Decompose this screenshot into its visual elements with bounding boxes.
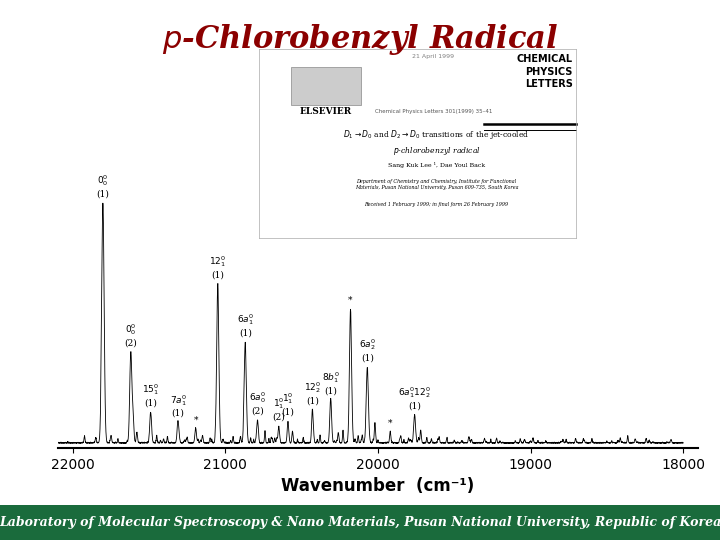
Text: $15^0_1$
(1): $15^0_1$ (1) bbox=[142, 382, 159, 408]
Text: $6a^0_2$
(1): $6a^0_2$ (1) bbox=[359, 337, 376, 362]
Text: *: * bbox=[194, 415, 198, 424]
Text: Received 1 February 1999; in final form 26 February 1999: Received 1 February 1999; in final form … bbox=[364, 201, 508, 207]
Text: $p$-chlorobenzyl radical: $p$-chlorobenzyl radical bbox=[392, 145, 480, 157]
Text: Laboratory of Molecular Spectroscopy & Nano Materials, Pusan National University: Laboratory of Molecular Spectroscopy & N… bbox=[0, 516, 720, 529]
Text: $1^0_1$
(2): $1^0_1$ (2) bbox=[272, 396, 285, 422]
Text: $0^0_0$
(2): $0^0_0$ (2) bbox=[125, 322, 138, 347]
Text: $6a^0_0$
(2): $6a^0_0$ (2) bbox=[249, 390, 266, 415]
Text: $7a^0_1$
(1): $7a^0_1$ (1) bbox=[169, 393, 186, 418]
Text: $12^0_1$
(1): $12^0_1$ (1) bbox=[210, 254, 226, 279]
Text: $1^0_1$
(1): $1^0_1$ (1) bbox=[282, 392, 294, 417]
Text: *: * bbox=[348, 295, 353, 305]
Text: Chemical Physics Letters 301(1999) 35–41: Chemical Physics Letters 301(1999) 35–41 bbox=[374, 109, 492, 114]
Text: ELSEVIER: ELSEVIER bbox=[300, 107, 352, 116]
Text: $D_1 \rightarrow D_0$ and $D_2 \rightarrow D_0$ transitions of the jet-cooled: $D_1 \rightarrow D_0$ and $D_2 \rightarr… bbox=[343, 128, 530, 141]
Text: $8b^0_1$
(1): $8b^0_1$ (1) bbox=[322, 370, 340, 395]
Text: Sang Kuk Lee ¹, Dae Youl Back: Sang Kuk Lee ¹, Dae Youl Back bbox=[388, 162, 485, 168]
Text: $12^0_2$
(1): $12^0_2$ (1) bbox=[304, 380, 321, 406]
Text: *: * bbox=[388, 419, 392, 428]
Text: 21 April 1999: 21 April 1999 bbox=[413, 54, 454, 59]
Text: $0^0_0$
(1): $0^0_0$ (1) bbox=[96, 173, 109, 198]
Bar bbox=[291, 68, 361, 105]
Text: Department of Chemistry and Chemistry, Institute for Functional
Materials, Pusan: Department of Chemistry and Chemistry, I… bbox=[355, 179, 518, 190]
Text: $p$-Chlorobenzyl Radical: $p$-Chlorobenzyl Radical bbox=[162, 22, 558, 57]
Text: $6a^0_1 12^0_2$
(1): $6a^0_1 12^0_2$ (1) bbox=[398, 385, 431, 410]
Text: $6a^0_1$
(1): $6a^0_1$ (1) bbox=[237, 312, 254, 337]
Text: CHEMICAL
PHYSICS
LETTERS: CHEMICAL PHYSICS LETTERS bbox=[517, 54, 573, 89]
X-axis label: Wavenumber  (cm⁻¹): Wavenumber (cm⁻¹) bbox=[282, 477, 474, 496]
